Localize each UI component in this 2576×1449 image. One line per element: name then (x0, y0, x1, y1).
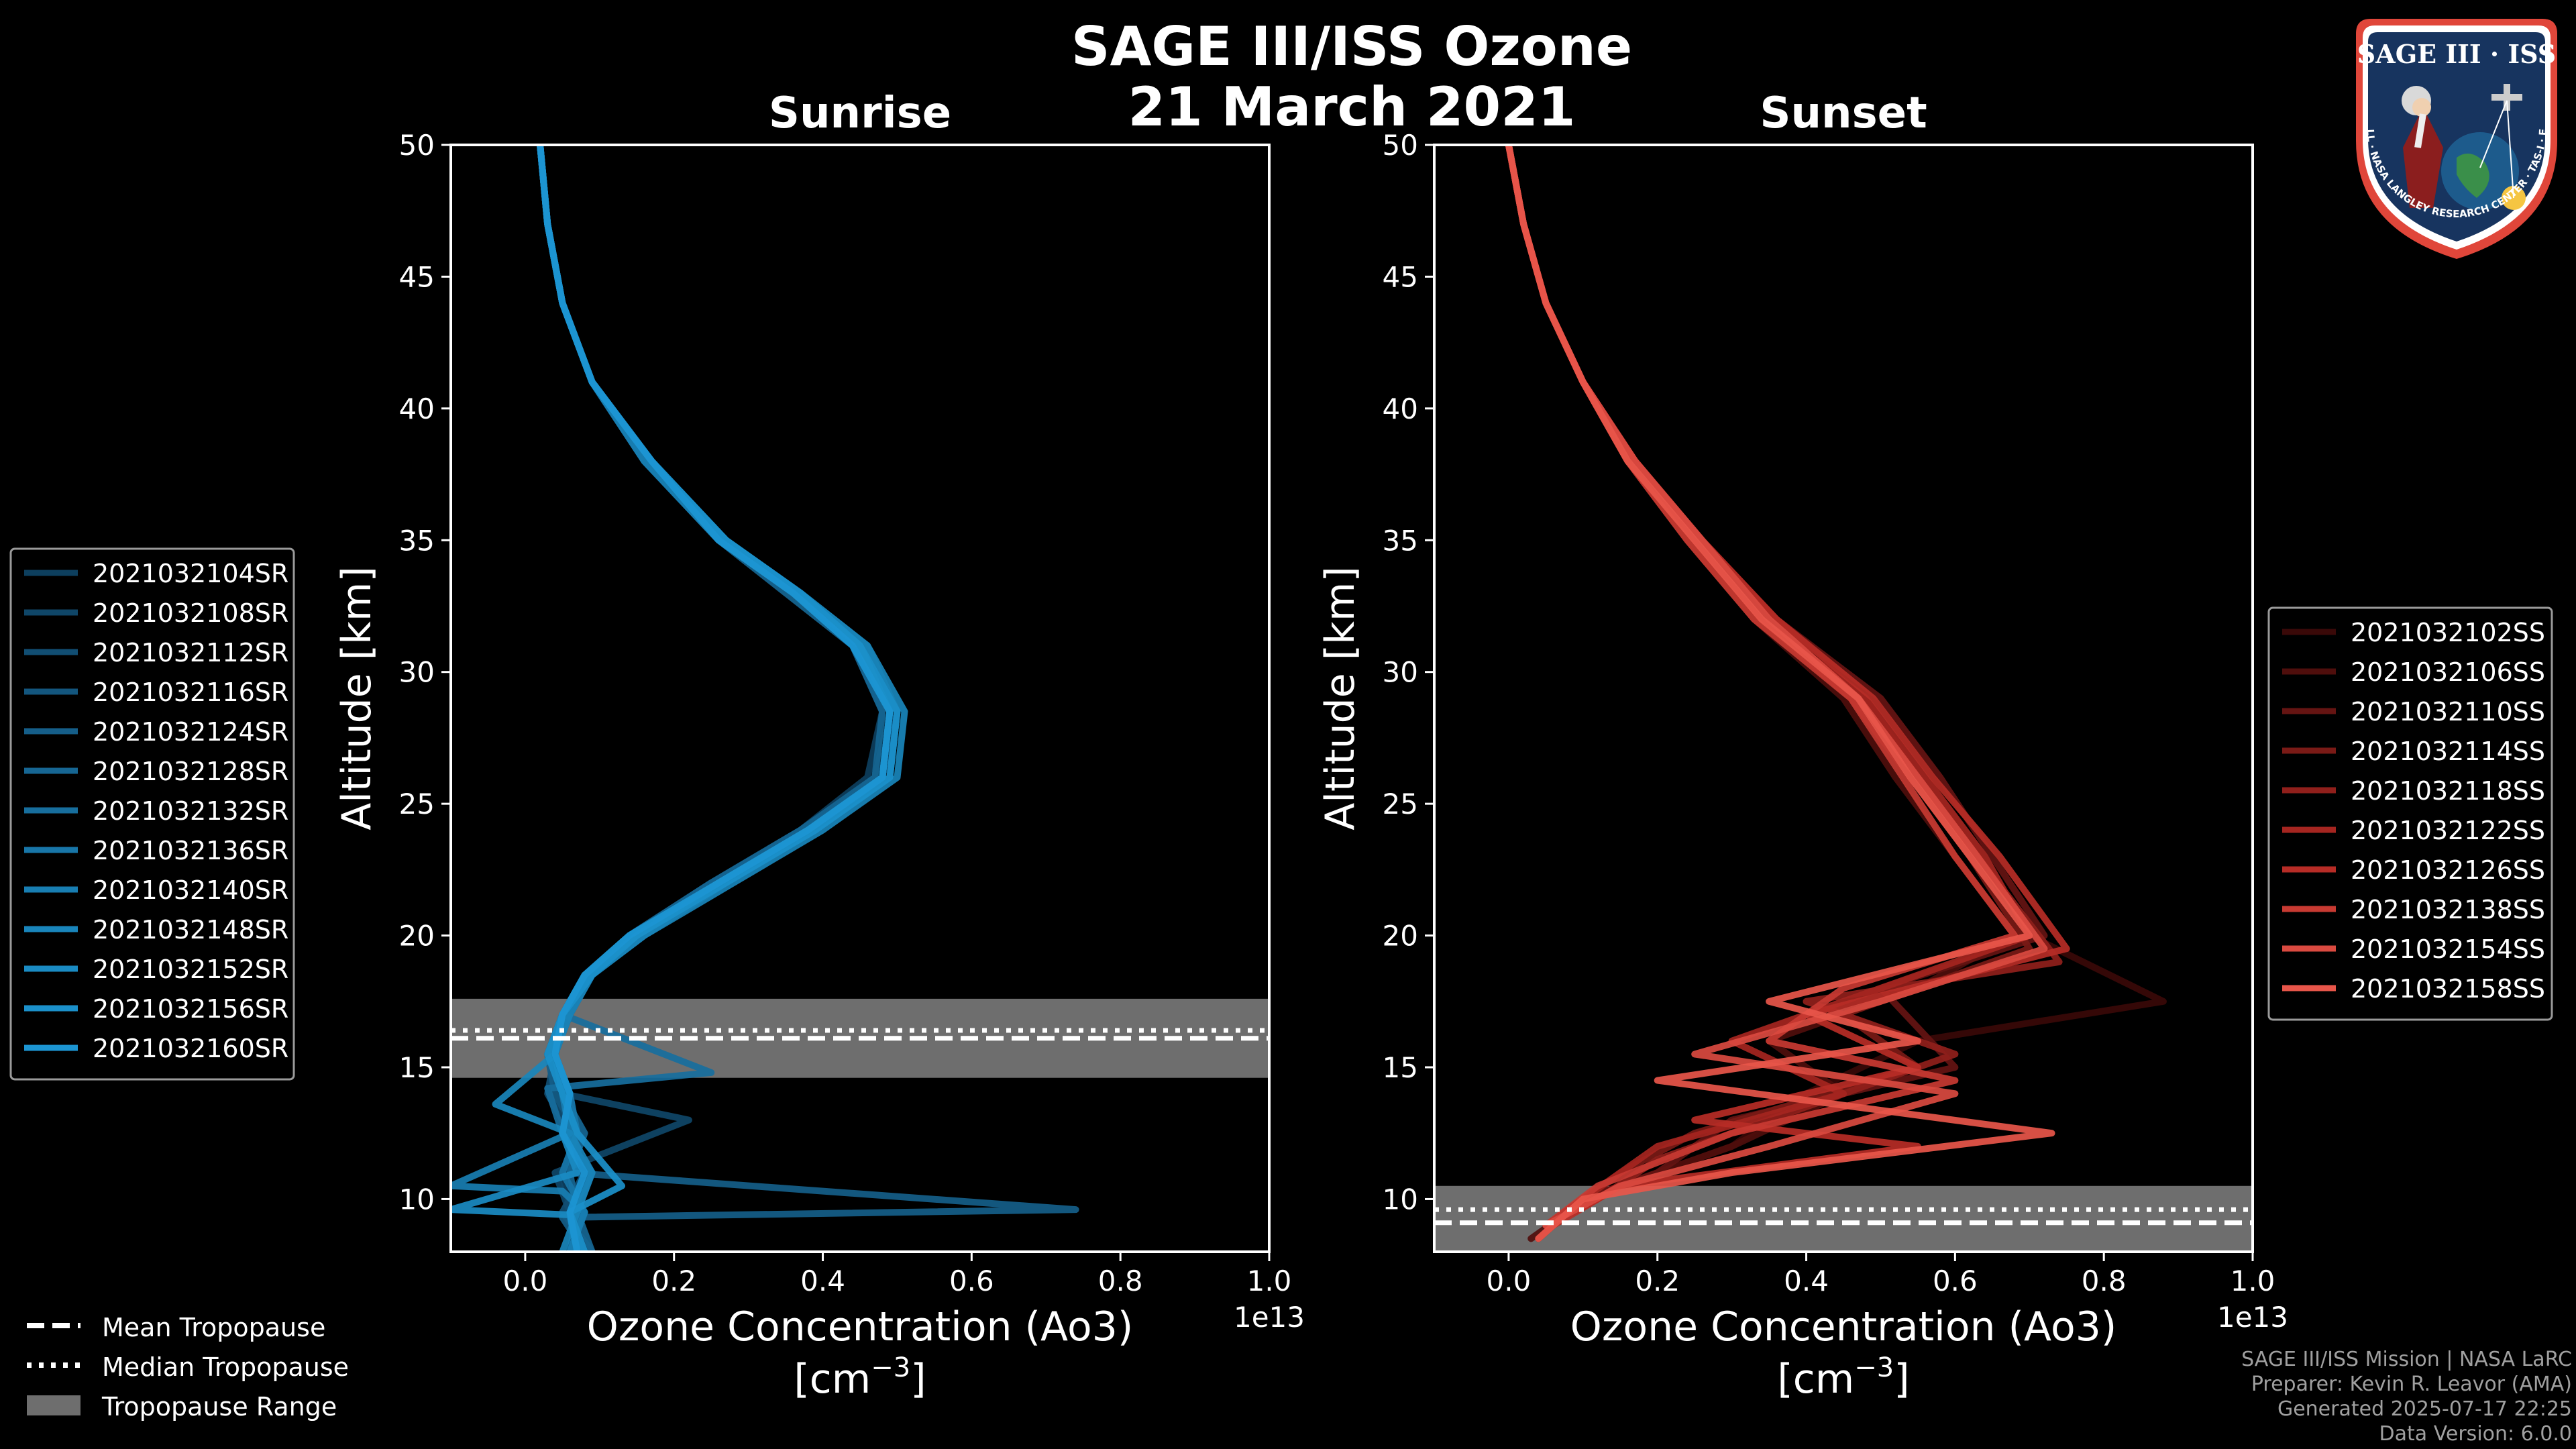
sunset-x-offset-text: 1e13 (2217, 1301, 2288, 1334)
figure-title-line1: SAGE III/ISS Ozone (1071, 15, 1633, 78)
sunrise-legend-label: 2021032156SR (93, 994, 288, 1024)
sunset-ytick-label: 35 (1383, 524, 1418, 557)
sunset-ytick-label: 50 (1383, 129, 1418, 162)
sunrise-xtick-label: 0.6 (949, 1265, 994, 1297)
sunset-legend-label: 2021032122SS (2351, 816, 2545, 845)
sunset-panel: 0.0 0.2 0.4 0.6 0.8 1.0 10 15 20 25 30 35 40 45 50 1e13… (1317, 89, 2288, 1403)
sunset-legend-label: 2021032118SS (2351, 776, 2545, 806)
logo-top-text: SAGE III · ISS (2357, 39, 2556, 69)
sunrise-ytick-label: 35 (399, 524, 435, 557)
sunset-xtick-label: 0.8 (2082, 1265, 2127, 1297)
sunset-series-2021032158SS (1505, 145, 2055, 1242)
sunrise-ytick-label: 25 (399, 788, 435, 820)
sunset-ytick-label: 20 (1383, 920, 1418, 953)
mean-tropopause-label: Mean Tropopause (102, 1313, 325, 1342)
sunset-xtick-label: 1.0 (2231, 1265, 2275, 1297)
sunset-legend-label: 2021032106SS (2351, 657, 2545, 687)
sunset-ytick-label: 30 (1383, 656, 1418, 689)
sunset-xlabel-units: [cm−3] (1777, 1352, 1909, 1403)
sunset-ytick-label: 45 (1383, 260, 1418, 293)
sunset-legend-label: 2021032114SS (2351, 737, 2545, 766)
sunrise-xlabel-units: [cm−3] (794, 1352, 926, 1403)
sunset-legend-label: 2021032158SS (2351, 974, 2545, 1004)
sunset-axes-frame (1433, 144, 2254, 1253)
sunrise-axes-frame (449, 144, 1271, 1253)
sunrise-ylabel: Altitude [km] (333, 566, 380, 830)
sunset-legend-label: 2021032110SS (2351, 697, 2545, 727)
sunset-xtick-label: 0.2 (1635, 1265, 1680, 1297)
sunset-ytick-label: 25 (1383, 788, 1418, 820)
sunrise-ytick-label: 50 (399, 129, 435, 162)
sunrise-series-2021032132SR (537, 145, 901, 1252)
sunrise-xlabel: Ozone Concentration (Ao3) (587, 1303, 1134, 1350)
credits-line: Generated 2025-07-17 22:25 (2277, 1397, 2572, 1421)
logo-wizard-icon (2403, 107, 2443, 208)
sunrise-panel: 0.0 0.2 0.4 0.6 0.8 1.0 10 15 20 25 30 35 40 45 50 1e13… (333, 89, 1305, 1403)
sunrise-title: Sunrise (769, 89, 951, 138)
sunset-legend-label: 2021032102SS (2351, 618, 2545, 647)
sunset-series-2021032122SS (1505, 145, 2033, 1242)
sunset-legend-label: 2021032138SS (2351, 895, 2545, 924)
sunrise-legend-label: 2021032136SR (93, 836, 288, 865)
tropopause-legend: Mean Tropopause Median Tropopause Tropopau… (27, 1313, 349, 1421)
sunrise-legend-label: 2021032116SR (93, 678, 288, 707)
sunrise-series-2021032124SR (537, 145, 1079, 1252)
sunset-legend-label: 2021032126SS (2351, 855, 2545, 885)
sunset-ytick-label: 15 (1383, 1051, 1418, 1084)
sunrise-xtick-label: 1.0 (1247, 1265, 1292, 1297)
sunset-xtick-label: 0.4 (1784, 1265, 1829, 1297)
sunrise-legend-label: 2021032112SR (93, 638, 288, 667)
sunset-legend: 2021032102SS 2021032106SS 2021032110SS 2021… (2267, 606, 2553, 1021)
sunrise-ytick-label: 45 (399, 260, 435, 293)
sunset-xlabel: Ozone Concentration (Ao3) (1570, 1303, 2117, 1350)
sunset-xtick-label: 0.0 (1487, 1265, 1532, 1297)
sunrise-ytick-label: 10 (399, 1183, 435, 1216)
sunrise-ytick-label: 20 (399, 920, 435, 953)
sunset-xtick-label: 0.6 (1933, 1265, 1978, 1297)
sunrise-legend-label: 2021032124SR (93, 717, 288, 747)
sunrise-xtick-label: 0.2 (651, 1265, 696, 1297)
sunrise-legend-label: 2021032132SR (93, 796, 288, 826)
tropopause-range-swatch (27, 1395, 80, 1415)
sunrise-legend-label: 2021032160SR (93, 1034, 288, 1063)
tropopause-range-label: Tropopause Range (101, 1392, 337, 1421)
sunrise-xtick-label: 0.4 (800, 1265, 845, 1297)
sunset-ylabel: Altitude [km] (1317, 566, 1364, 830)
sage-iii-iss-logo: SAGE III · ISS BALL · NASA LANGLEY RESEA… (2343, 13, 2557, 259)
sunset-title: Sunset (1760, 89, 1927, 138)
sunset-legend-label: 2021032154SS (2351, 934, 2545, 964)
sunrise-xtick-label: 0.0 (503, 1265, 548, 1297)
sunrise-ytick-label: 15 (399, 1051, 435, 1084)
credits-line: Preparer: Kevin R. Leavor (AMA) (2251, 1373, 2572, 1396)
sunrise-legend-label: 2021032152SR (93, 955, 288, 984)
sunrise-legend-frame (9, 547, 295, 1081)
median-tropopause-label: Median Tropopause (102, 1352, 349, 1382)
credits-line: SAGE III/ISS Mission | NASA LaRC (2241, 1348, 2572, 1371)
sunset-ytick-label: 40 (1383, 392, 1418, 425)
sunrise-ytick-label: 30 (399, 656, 435, 689)
sunrise-ytick-label: 40 (399, 392, 435, 425)
sunrise-legend-label: 2021032148SR (93, 915, 288, 945)
sunrise-legend-label: 2021032108SR (93, 598, 288, 628)
sunset-ytick-label: 10 (1383, 1183, 1418, 1216)
sunrise-x-offset-text: 1e13 (1234, 1301, 1305, 1334)
sunrise-legend-label: 2021032140SR (93, 875, 288, 905)
sunrise-legend-label: 2021032128SR (93, 757, 288, 786)
credits-line: Data Version: 6.0.0 (2379, 1422, 2572, 1446)
sunset-legend-frame (2267, 606, 2553, 1021)
credits-block: SAGE III/ISS Mission | NASA LaRC Prepare… (2241, 1347, 2572, 1446)
sunrise-legend: 2021032104SR 2021032108SR 2021032112SR 2021… (9, 547, 295, 1081)
sunrise-series-2021032160SR (537, 145, 894, 1252)
sunrise-xtick-label: 0.8 (1098, 1265, 1143, 1297)
figure-title-line2: 21 March 2021 (1128, 76, 1576, 138)
sunrise-legend-label: 2021032104SR (93, 559, 288, 588)
sunset-series-2021032114SS (1505, 145, 2033, 1242)
